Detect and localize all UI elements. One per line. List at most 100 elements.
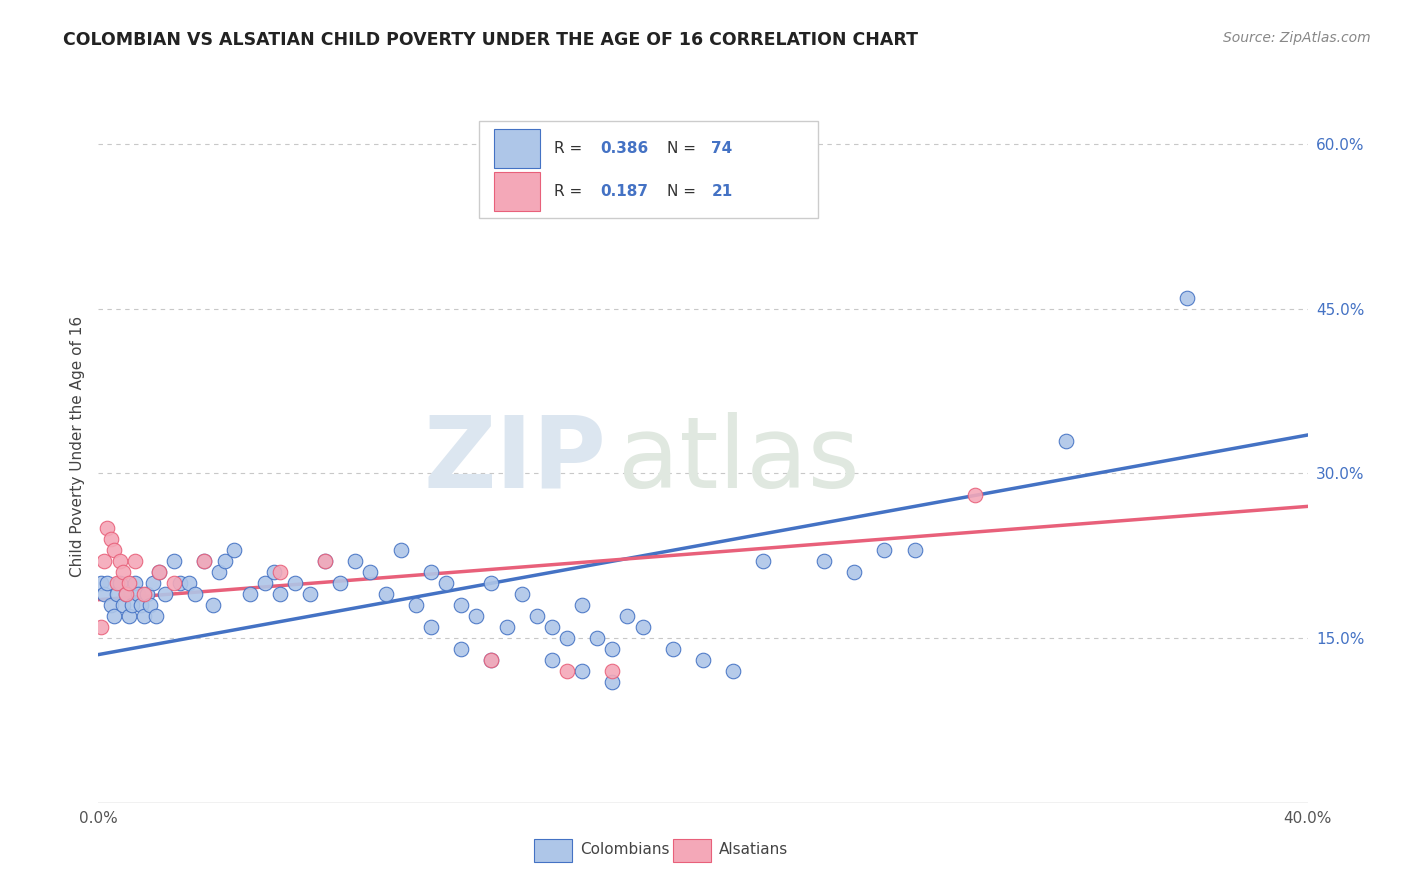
Point xyxy=(314,554,336,568)
Point xyxy=(965,488,987,502)
Text: Colombians: Colombians xyxy=(579,842,669,856)
Point xyxy=(813,554,835,568)
Point xyxy=(224,543,246,558)
Point xyxy=(314,554,336,568)
Point xyxy=(153,587,176,601)
Point xyxy=(108,576,131,591)
Point xyxy=(405,598,427,612)
Point xyxy=(434,576,457,591)
Point xyxy=(184,587,207,601)
Point xyxy=(571,664,593,678)
Point xyxy=(111,566,134,580)
Point xyxy=(602,642,624,657)
Point xyxy=(214,554,236,568)
Point xyxy=(1175,291,1198,305)
Bar xyxy=(494,128,540,168)
Text: Alsatians: Alsatians xyxy=(718,842,787,856)
Text: 0.187: 0.187 xyxy=(600,184,648,199)
Point xyxy=(103,609,125,624)
Point xyxy=(132,587,155,601)
Point xyxy=(253,576,276,591)
Point xyxy=(450,642,472,657)
Bar xyxy=(494,171,540,211)
Bar xyxy=(534,839,572,862)
Point xyxy=(420,620,443,634)
Point xyxy=(93,554,115,568)
Point xyxy=(108,554,131,568)
Point xyxy=(602,664,624,678)
Text: ZIP: ZIP xyxy=(423,412,606,508)
Point xyxy=(127,587,149,601)
Point xyxy=(96,521,118,535)
Point xyxy=(100,533,122,547)
Point xyxy=(540,620,562,634)
Point xyxy=(142,576,165,591)
Text: atlas: atlas xyxy=(619,412,860,508)
Text: R =: R = xyxy=(554,141,588,156)
Text: N =: N = xyxy=(666,184,700,199)
Point xyxy=(93,587,115,601)
Point xyxy=(661,642,683,657)
Point xyxy=(723,664,745,678)
Point xyxy=(135,587,157,601)
Point xyxy=(299,587,322,601)
Point xyxy=(208,566,231,580)
Point xyxy=(465,609,488,624)
FancyBboxPatch shape xyxy=(479,121,818,218)
Point xyxy=(90,576,112,591)
Point xyxy=(481,653,503,667)
Point xyxy=(481,653,503,667)
Point xyxy=(555,631,578,645)
Point xyxy=(148,566,170,580)
Point xyxy=(193,554,215,568)
Point xyxy=(752,554,775,568)
Point xyxy=(103,543,125,558)
Point xyxy=(374,587,396,601)
Point xyxy=(526,609,548,624)
Point xyxy=(111,598,134,612)
Point xyxy=(139,598,162,612)
Point xyxy=(616,609,638,624)
Point xyxy=(263,566,285,580)
Point xyxy=(169,576,191,591)
Y-axis label: Child Poverty Under the Age of 16: Child Poverty Under the Age of 16 xyxy=(69,316,84,576)
Text: R =: R = xyxy=(554,184,588,199)
Point xyxy=(118,609,141,624)
Point xyxy=(481,576,503,591)
Point xyxy=(124,576,146,591)
Point xyxy=(692,653,714,667)
Point xyxy=(163,576,186,591)
Point xyxy=(495,620,517,634)
Point xyxy=(360,566,382,580)
Point xyxy=(114,587,136,601)
Point xyxy=(389,543,412,558)
Point xyxy=(631,620,654,634)
Bar xyxy=(672,839,711,862)
Text: Source: ZipAtlas.com: Source: ZipAtlas.com xyxy=(1223,31,1371,45)
Point xyxy=(284,576,307,591)
Point xyxy=(269,587,291,601)
Point xyxy=(571,598,593,612)
Point xyxy=(202,598,225,612)
Point xyxy=(129,598,152,612)
Point xyxy=(420,566,443,580)
Point xyxy=(132,609,155,624)
Point xyxy=(239,587,262,601)
Point xyxy=(1054,434,1077,448)
Point xyxy=(124,554,146,568)
Point xyxy=(163,554,186,568)
Point xyxy=(510,587,533,601)
Text: 21: 21 xyxy=(711,184,733,199)
Point xyxy=(329,576,352,591)
Point xyxy=(586,631,609,645)
Point xyxy=(100,598,122,612)
Point xyxy=(844,566,866,580)
Point xyxy=(105,576,128,591)
Point xyxy=(145,609,167,624)
Text: COLOMBIAN VS ALSATIAN CHILD POVERTY UNDER THE AGE OF 16 CORRELATION CHART: COLOMBIAN VS ALSATIAN CHILD POVERTY UNDE… xyxy=(63,31,918,49)
Point xyxy=(540,653,562,667)
Point xyxy=(118,576,141,591)
Point xyxy=(193,554,215,568)
Point xyxy=(148,566,170,580)
Point xyxy=(344,554,367,568)
